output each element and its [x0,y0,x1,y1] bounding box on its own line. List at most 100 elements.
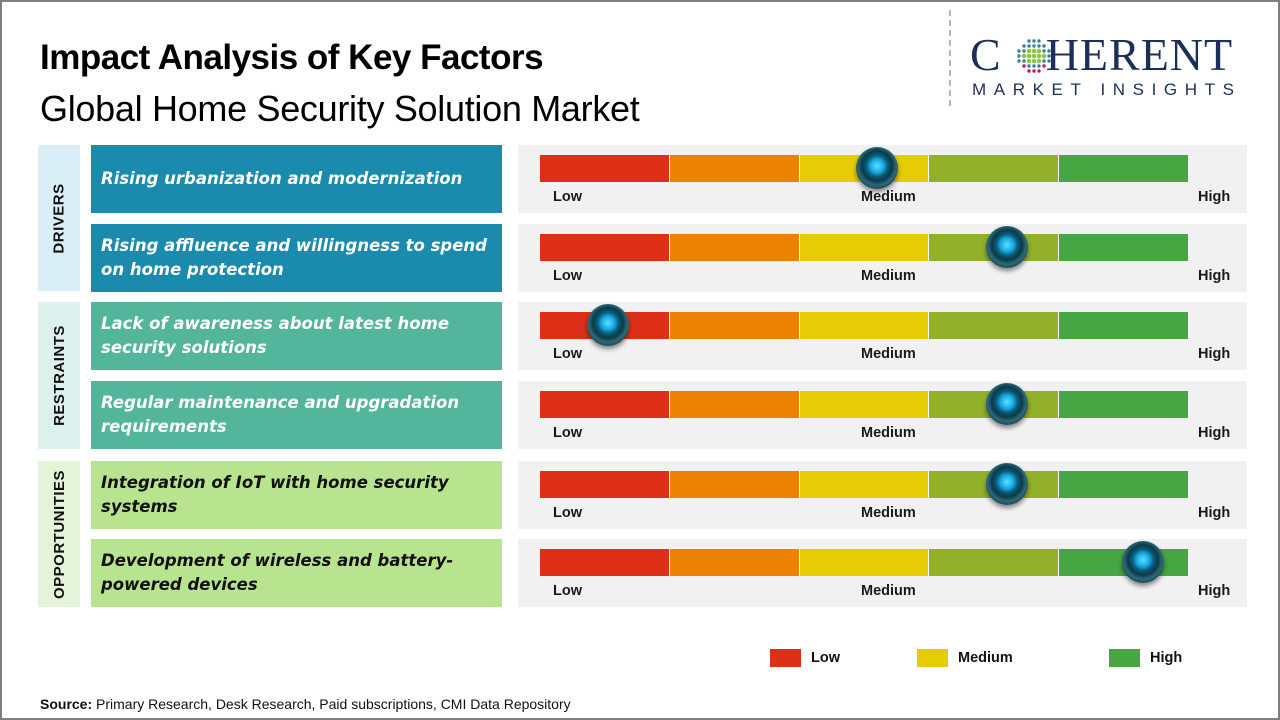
factor-label-box: Integration of IoT with home security sy… [91,461,502,529]
globe-dot [1026,48,1032,54]
gauge-segment [540,234,670,261]
legend-label-low: Low [811,650,840,666]
impact-indicator-knob [855,147,898,189]
gauge-label-low: Low [553,583,582,599]
gauge-label-low: Low [553,346,582,362]
gauge-segment [1059,471,1188,498]
impact-gauge: Low Medium High [518,302,1247,370]
legend-item-low: Low [770,649,840,667]
gauge-label-low: Low [553,425,582,441]
globe-dot [1031,53,1037,59]
impact-gauge: Low Medium High [518,539,1247,607]
impact-gauge: Low Medium High [518,461,1247,529]
globe-dot [1021,53,1027,59]
globe-dot [1037,39,1041,43]
category-restraints: RESTRAINTS [38,302,80,449]
globe-dot [1031,58,1037,64]
impact-gauge: Low Medium High [518,145,1247,213]
source-label: Source: [40,696,93,712]
globe-dot [1036,48,1042,54]
globe-dot [1047,59,1051,63]
page-title: Impact Analysis of Key Factors [40,38,544,77]
globe-dot [1042,49,1046,53]
gauge-label-high: High [1198,583,1231,599]
gauge-segment [929,549,1060,576]
gauge-segment [669,155,800,182]
gauge-bar [540,234,1188,261]
globe-dot [1022,64,1026,68]
impact-indicator-knob [985,226,1028,268]
gauge-label-high: High [1198,425,1231,441]
gauge-label-medium: Medium [861,346,916,362]
gauge-label-high: High [1198,268,1231,284]
globe-dot [1031,48,1037,54]
factor-label-box: Rising affluence and willingness to spen… [91,224,502,292]
globe-dot [1017,59,1021,63]
company-logo: C HERENT MARKET INSIGHTS [970,32,1262,102]
impact-indicator-knob [985,463,1028,505]
gauge-segment [669,234,800,261]
globe-icon [1017,39,1051,73]
globe-dot [1037,44,1041,48]
factor-label: Rising affluence and willingness to spen… [101,236,487,279]
globe-dot [1022,49,1026,53]
gauge-label-medium: Medium [861,583,916,599]
factor-label-box: Regular maintenance and upgradation requ… [91,381,502,449]
legend-swatch-low [770,649,801,667]
globe-dot [1037,69,1041,73]
gauge-segment [669,312,800,339]
globe-dot [1027,64,1031,68]
factor-label: Rising urbanization and modernization [101,169,463,188]
globe-dot [1036,58,1042,64]
gauge-label-low: Low [553,268,582,284]
logo-wordmark: C HERENT [970,29,1234,80]
gauge-label-high: High [1198,189,1231,205]
gauge-segment [799,234,930,261]
impact-indicator-knob [1121,541,1164,583]
globe-dot [1022,59,1026,63]
globe-dot [1017,54,1021,58]
globe-dot [1026,53,1032,59]
legend-swatch-high [1109,649,1140,667]
gauge-segment [799,312,930,339]
gauge-bar [540,391,1188,418]
globe-dot [1026,58,1032,64]
gauge-label-low: Low [553,189,582,205]
factor-label: Regular maintenance and upgradation requ… [101,393,460,436]
legend-swatch-medium [917,649,948,667]
globe-dot [1042,64,1046,68]
impact-gauge: Low Medium High [518,224,1247,292]
factor-label-box: Development of wireless and battery-powe… [91,539,502,607]
globe-dot [1032,39,1036,43]
gauge-segment [540,155,670,182]
gauge-label-medium: Medium [861,425,916,441]
category-opportunities: OPPORTUNITIES [38,461,80,607]
factor-label: Integration of IoT with home security sy… [101,473,449,516]
globe-dot [1022,44,1026,48]
gauge-label-medium: Medium [861,268,916,284]
gauge-segment [1059,312,1188,339]
globe-dot [1032,64,1036,68]
gauge-label-high: High [1198,346,1231,362]
gauge-segment [669,471,800,498]
globe-dot [1036,53,1042,59]
legend-label-high: High [1150,650,1183,666]
gauge-segment [1059,155,1188,182]
gauge-segment [799,471,930,498]
logo-tagline: MARKET INSIGHTS [972,80,1242,99]
globe-dot [1042,44,1046,48]
globe-dot [1041,53,1047,59]
factor-label-box: Rising urbanization and modernization [91,145,502,213]
factor-label-box: Lack of awareness about latest home secu… [91,302,502,370]
globe-dot [1027,39,1031,43]
legend-label-medium: Medium [958,650,1013,666]
gauge-bar [540,155,1188,182]
factor-label: Development of wireless and battery-powe… [101,551,454,594]
globe-dot [1032,44,1036,48]
gauge-segment [540,471,670,498]
gauge-segment [540,549,670,576]
globe-dot [1027,69,1031,73]
source-note: Source: Primary Research, Desk Research,… [40,696,571,712]
gauge-label-medium: Medium [861,505,916,521]
